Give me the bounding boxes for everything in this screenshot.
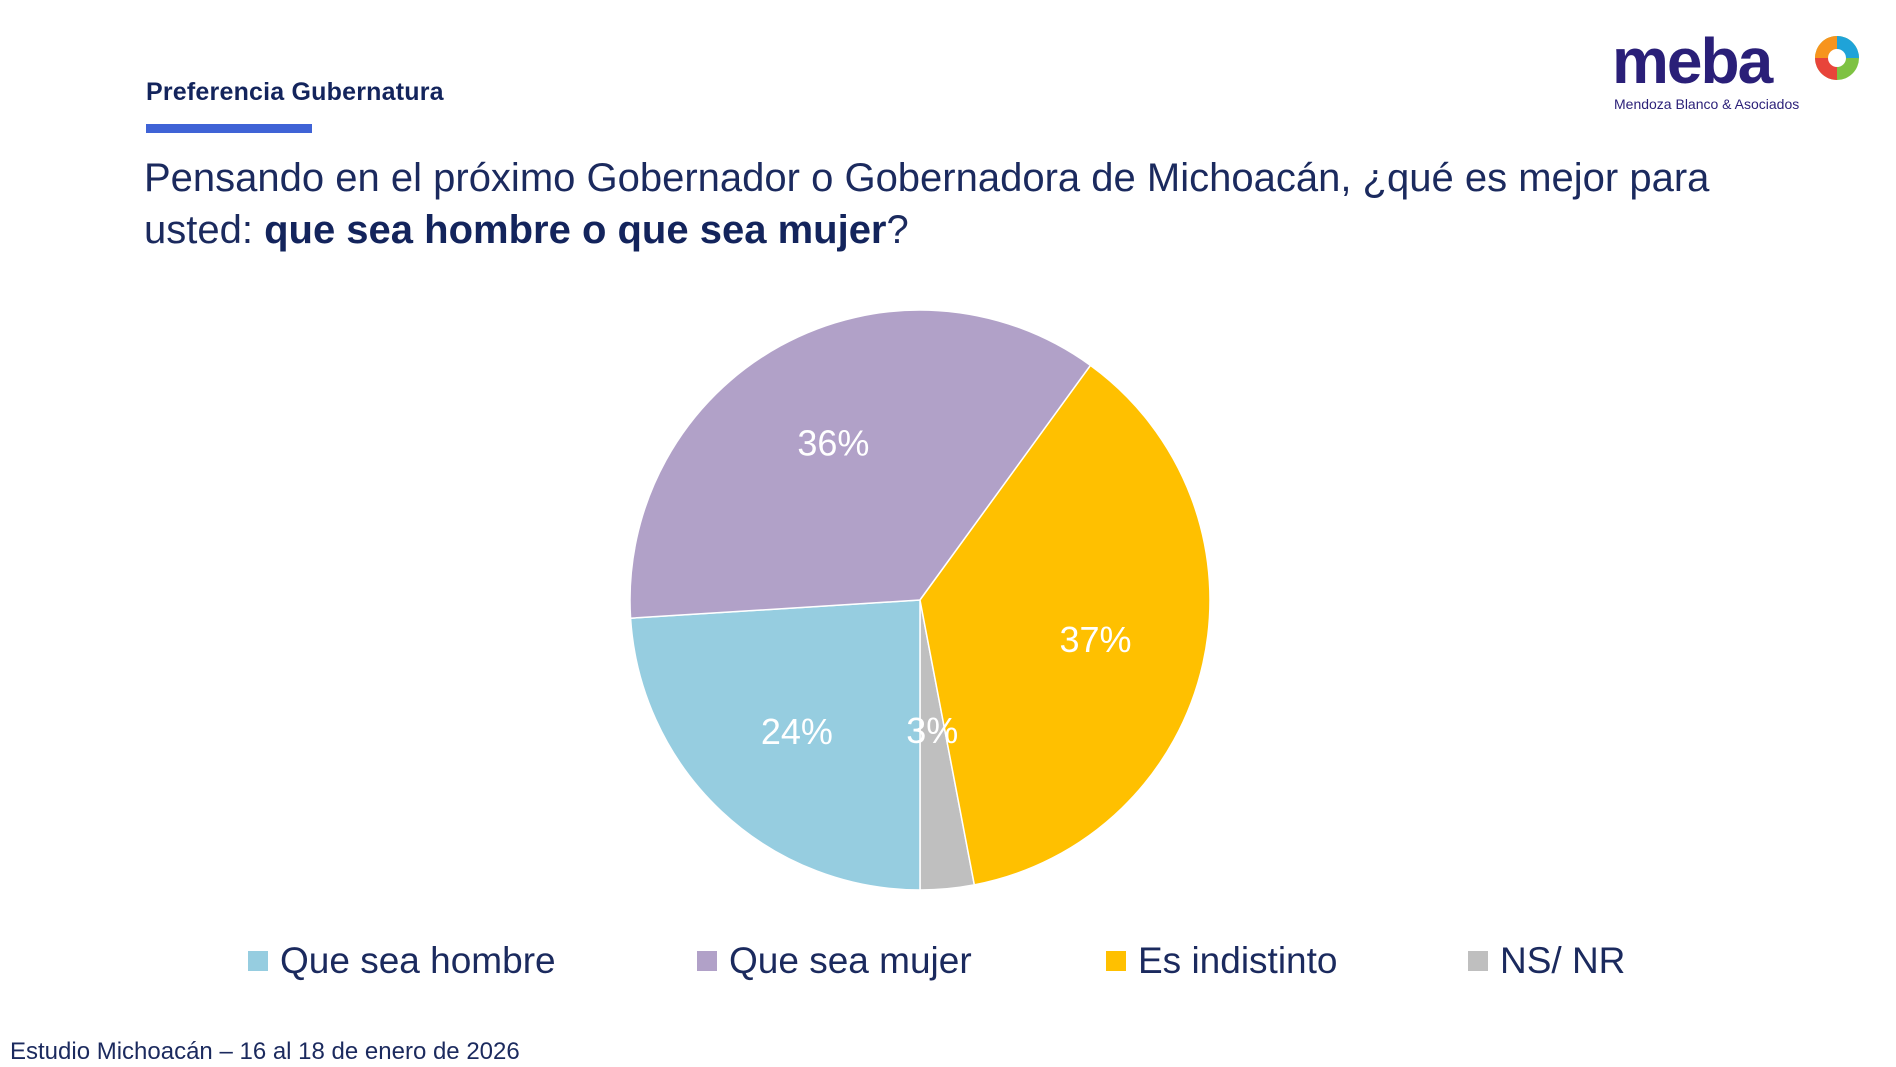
pie-data-label: 36% <box>797 422 869 463</box>
pie-data-label: 37% <box>1059 619 1131 660</box>
logo-subtitle: Mendoza Blanco & Asociados <box>1614 96 1800 112</box>
question-end: ? <box>886 208 909 252</box>
question-title: Pensando en el próximo Gobernador o Gobe… <box>144 152 1784 256</box>
legend-item-que-sea-mujer: Que sea mujer <box>697 936 972 986</box>
legend-item-ns-nr: NS/ NR <box>1468 936 1625 986</box>
pie-slice-es-indistinto <box>919 364 1211 886</box>
legend-label: Es indistinto <box>1138 940 1338 981</box>
legend-swatch <box>248 951 268 971</box>
pie-data-label: 3% <box>906 710 958 751</box>
logo-wordmark: meba <box>1612 25 1773 97</box>
meba-logo-icon <box>1815 36 1859 80</box>
chart-legend: Que sea hombre Que sea mujer Es indistin… <box>0 936 1896 986</box>
pie-chart: 3% 24% 36% 37% <box>629 309 1211 891</box>
legend-swatch <box>1106 951 1126 971</box>
pie-slice-que-sea-mujer <box>629 309 1092 620</box>
question-regular: Pensando en el próximo Gobernador o Gobe… <box>144 156 1710 252</box>
legend-swatch <box>697 951 717 971</box>
legend-item-que-sea-hombre: Que sea hombre <box>248 936 556 986</box>
legend-label: Que sea hombre <box>280 940 556 981</box>
pie-data-label: 24% <box>761 711 833 752</box>
legend-swatch <box>1468 951 1488 971</box>
footer-source: Estudio Michoacán – 16 al 18 de enero de… <box>10 1038 520 1065</box>
section-label: Preferencia Gubernatura <box>146 78 444 106</box>
legend-label: Que sea mujer <box>729 940 972 981</box>
section-underline <box>146 124 312 133</box>
legend-label: NS/ NR <box>1500 940 1626 981</box>
question-bold: que sea hombre o que sea mujer <box>264 208 887 252</box>
legend-item-es-indistinto: Es indistinto <box>1106 936 1338 986</box>
meba-logo: meba Mendoza Blanco & Asociados <box>1600 25 1860 120</box>
pie-slice-que-sea-hombre <box>629 599 921 891</box>
